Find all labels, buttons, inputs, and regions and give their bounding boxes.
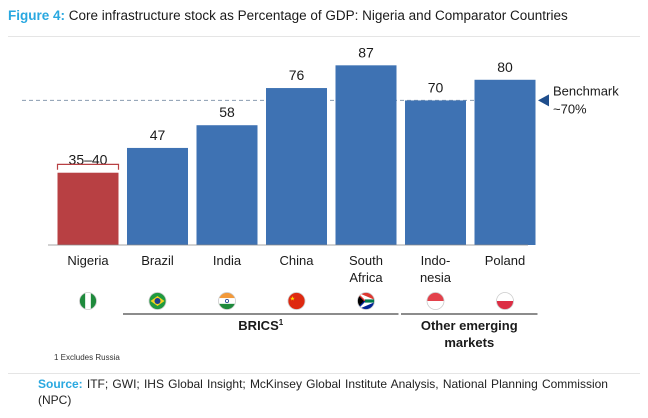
data-label: 35–40 bbox=[69, 152, 108, 168]
flag-fill bbox=[427, 292, 444, 310]
flag-stripe bbox=[218, 303, 236, 310]
tick-label: China bbox=[280, 253, 315, 268]
bar-china bbox=[266, 88, 327, 245]
bar-chart: 35–40 47 58 76 87 70 80 Benchmark ~70% Nigeria Bra… bbox=[22, 44, 619, 362]
source-text: ITF; GWI; IHS Global Insight; McKinsey G… bbox=[38, 377, 608, 407]
chart-panel: 35–40 47 58 76 87 70 80 Benchmark ~70% Nigeria Bra… bbox=[8, 36, 640, 374]
group-label-brics: BRICS1 bbox=[238, 318, 283, 333]
flag-stripe bbox=[218, 292, 236, 299]
benchmark-label: ~70% bbox=[553, 101, 587, 116]
flag-star: ★ bbox=[290, 296, 295, 303]
range-bracket bbox=[56, 163, 120, 170]
tick-label: nesia bbox=[420, 270, 452, 285]
tick-label: Africa bbox=[349, 270, 383, 285]
chart-footnote: 1 Excludes Russia bbox=[54, 353, 120, 362]
flag-triangle bbox=[357, 294, 364, 308]
flag-fill bbox=[218, 292, 236, 310]
flag-outline bbox=[148, 292, 167, 310]
bar-south-africa bbox=[335, 65, 397, 246]
bar-indo-nesia bbox=[405, 100, 466, 245]
bar-india bbox=[196, 125, 258, 245]
flag-stripe bbox=[496, 301, 514, 310]
flag-outline bbox=[79, 292, 97, 310]
flag-outline bbox=[287, 292, 306, 310]
flag-fill bbox=[79, 292, 97, 310]
china-flag: ★ bbox=[288, 292, 305, 310]
figure-title-text: Core infrastructure stock as Percentage … bbox=[68, 8, 568, 23]
flag-stripe bbox=[365, 299, 375, 303]
flag-outline bbox=[357, 292, 375, 310]
benchmark-arrow-icon bbox=[538, 94, 549, 107]
source-label: Source: bbox=[38, 377, 83, 391]
flag-stripe bbox=[79, 292, 86, 310]
south-africa-flag bbox=[357, 292, 375, 310]
flag-stripe bbox=[496, 292, 514, 301]
data-label: 87 bbox=[358, 44, 374, 60]
tick-label: Nigeria bbox=[67, 253, 109, 268]
flag-outline bbox=[426, 292, 445, 310]
source-note: Source: ITF; GWI; IHS Global Insight; Mc… bbox=[38, 376, 608, 408]
data-label: 70 bbox=[428, 79, 444, 95]
tick-label: Brazil bbox=[141, 253, 174, 268]
data-label: 47 bbox=[150, 127, 166, 143]
group-label-other: markets bbox=[444, 335, 494, 350]
bar-brazil bbox=[127, 147, 188, 245]
flag-field bbox=[288, 292, 305, 310]
tick-label: India bbox=[213, 253, 242, 268]
figure-title: Figure 4: Core infrastructure stock as P… bbox=[8, 8, 640, 23]
bar-poland bbox=[474, 79, 536, 245]
group-label-other: Other emerging bbox=[421, 318, 518, 333]
flag-fill bbox=[149, 292, 166, 310]
flag-wheel bbox=[224, 298, 229, 303]
data-label: 80 bbox=[497, 59, 513, 75]
flag-stripe bbox=[218, 298, 236, 304]
group-footnote-marker: 1 bbox=[279, 318, 284, 327]
india-flag bbox=[218, 292, 236, 310]
bar-nigeria bbox=[57, 172, 119, 245]
flag-fill: ★ bbox=[288, 292, 305, 310]
brazil-flag bbox=[149, 292, 166, 310]
flag-fill bbox=[496, 292, 514, 310]
nigeria-flag bbox=[79, 292, 97, 310]
flag-outline bbox=[496, 292, 514, 310]
flag-outline bbox=[218, 292, 236, 310]
data-label: 58 bbox=[219, 104, 235, 120]
figure-label: Figure 4: bbox=[8, 8, 66, 23]
data-label: 76 bbox=[289, 67, 305, 83]
poland-flag bbox=[496, 292, 514, 310]
flag-globe bbox=[154, 298, 161, 304]
flag-stripe bbox=[90, 292, 97, 310]
tick-label: Poland bbox=[485, 253, 525, 268]
tick-label: Indo- bbox=[421, 253, 451, 268]
indonesia-flag bbox=[427, 292, 444, 310]
flag-stripe bbox=[427, 292, 444, 301]
flag-fill bbox=[357, 292, 375, 310]
tick-label: South bbox=[349, 253, 383, 268]
flag-stripe bbox=[427, 301, 444, 310]
benchmark-label: Benchmark bbox=[553, 83, 619, 98]
